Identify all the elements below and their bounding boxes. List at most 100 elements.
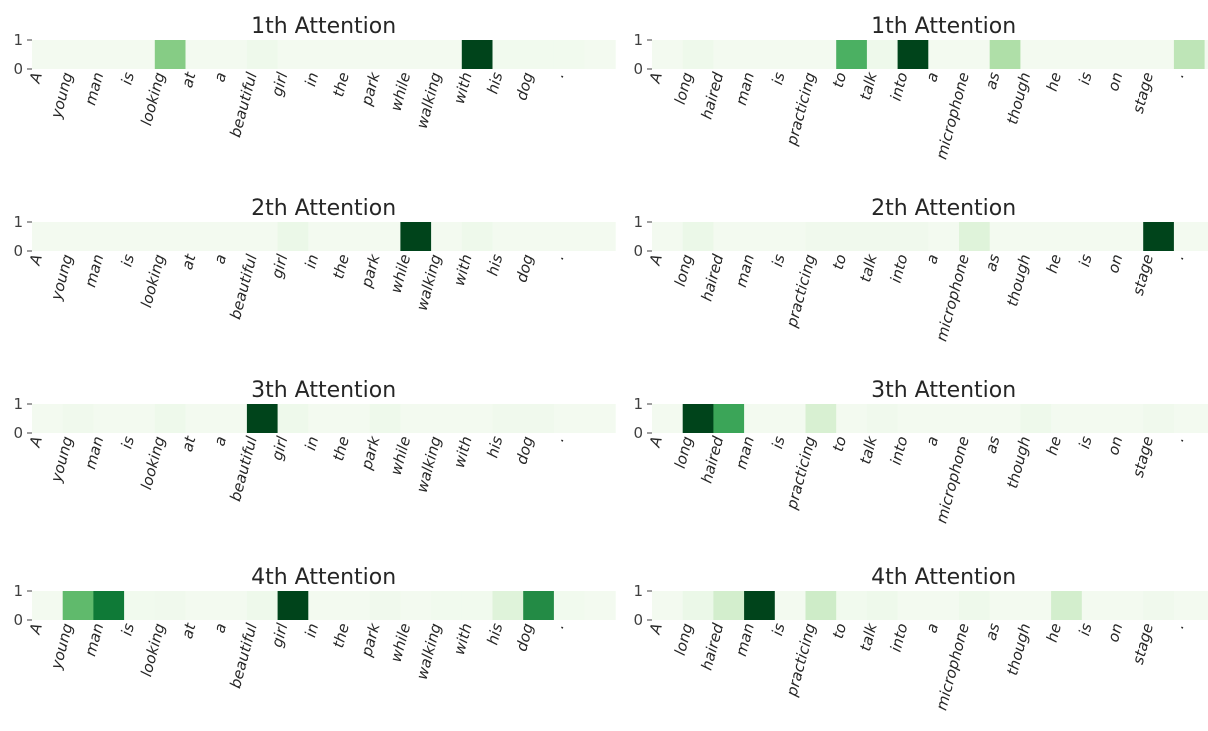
x-tick-label: A: [646, 252, 666, 268]
heatmap-cell: [866, 591, 898, 620]
heatmap-cell: [400, 404, 432, 433]
heatmap-cell: [553, 404, 585, 433]
heatmap-cell: [369, 222, 401, 251]
heatmap-cell: [246, 404, 278, 433]
heatmap-cell: [216, 404, 248, 433]
heatmap-cell: [431, 40, 463, 69]
heatmap-cell: [185, 222, 217, 251]
x-tick-label: long: [671, 252, 697, 288]
x-tick-label: is: [117, 621, 138, 637]
x-tick-label: a: [210, 252, 230, 266]
heatmap-cell: [744, 591, 776, 620]
heatmap-cell: [1173, 404, 1205, 433]
heatmap-cell: [805, 40, 837, 69]
heatmap-cell: [246, 40, 278, 69]
heatmap-cell: [246, 591, 278, 620]
heatmap-cell: [553, 591, 585, 620]
heatmap-cell: [836, 40, 868, 69]
heatmap-cell: [62, 40, 94, 69]
x-tick-label: walking: [413, 252, 445, 312]
x-tick-label: at: [178, 69, 200, 89]
x-tick-label: looking: [137, 252, 168, 309]
heatmap-cell: [744, 40, 776, 69]
heatmap-cell: [461, 40, 493, 69]
y-tick-label: 0: [633, 60, 643, 78]
heatmap-cell: [584, 222, 616, 251]
x-tick-label: a: [922, 621, 942, 635]
heatmap-cell: [682, 222, 714, 251]
panel-title: 4th Attention: [871, 565, 1016, 590]
heatmap-cell: [124, 404, 156, 433]
x-tick-label: though: [1003, 434, 1034, 490]
heatmap-cell: [1173, 222, 1205, 251]
x-tick-label: stage: [1129, 70, 1157, 115]
heatmap-cell: [154, 404, 186, 433]
x-tick-label: beautiful: [226, 621, 261, 691]
heatmap-cell: [774, 591, 806, 620]
y-tick-label: 1: [633, 31, 643, 49]
heatmap-cell: [1112, 404, 1144, 433]
x-tick-label: is: [1075, 621, 1096, 637]
x-tick-label: A: [26, 252, 46, 268]
x-tick-label: to: [829, 70, 850, 89]
heatmap-cell: [959, 591, 991, 620]
x-tick-label: as: [982, 434, 1004, 455]
heatmap-cell: [93, 222, 125, 251]
heatmap-cell: [1112, 591, 1144, 620]
heatmap-cell: [461, 222, 493, 251]
heatmap-cell: [32, 40, 64, 69]
x-tick-label: young: [47, 621, 77, 672]
heatmap-cell: [584, 404, 616, 433]
x-tick-label: stage: [1129, 621, 1157, 666]
heatmap-cell: [1020, 222, 1052, 251]
x-tick-label: a: [922, 252, 942, 266]
x-tick-label: girl: [268, 621, 292, 650]
heatmap-cell: [154, 591, 186, 620]
x-tick-label: park: [357, 620, 384, 659]
x-tick-label: .: [1169, 70, 1188, 79]
heatmap-cell: [1051, 591, 1083, 620]
heatmap-cell: [369, 591, 401, 620]
x-tick-label: to: [829, 621, 850, 640]
x-tick-label: long: [671, 434, 697, 470]
x-tick-label: while: [387, 621, 415, 664]
heatmap-cell: [652, 404, 684, 433]
heatmap-cell: [62, 222, 94, 251]
x-tick-label: practicing: [782, 621, 819, 699]
heatmap-cell: [989, 222, 1021, 251]
heatmap-cell: [523, 404, 555, 433]
y-tick-label: 0: [633, 611, 643, 629]
y-tick-label: 1: [13, 395, 23, 413]
x-tick-label: into: [887, 252, 912, 284]
panel-title: 2th Attention: [871, 196, 1016, 221]
panel-title: 3th Attention: [251, 378, 396, 403]
heatmap-cell: [277, 40, 309, 69]
heatmap-cell: [216, 222, 248, 251]
heatmap-cell: [959, 40, 991, 69]
x-tick-label: young: [47, 434, 77, 485]
heatmap-cell: [989, 591, 1021, 620]
heatmap-cell: [774, 40, 806, 69]
x-tick-label: a: [210, 434, 230, 448]
x-tick-label: practicing: [782, 252, 819, 330]
heatmap-cell: [1081, 404, 1113, 433]
x-tick-label: on: [1104, 621, 1126, 644]
x-tick-label: he: [1043, 70, 1065, 93]
heatmap-cell: [400, 40, 432, 69]
x-tick-label: man: [81, 621, 107, 658]
x-tick-label: is: [117, 252, 138, 268]
x-tick-label: his: [483, 434, 506, 460]
heatmap-cell: [461, 591, 493, 620]
heatmap-cell: [93, 591, 125, 620]
heatmap-cell: [339, 40, 371, 69]
x-tick-label: haired: [698, 434, 728, 485]
heatmap-cell: [154, 40, 186, 69]
heatmap-cell: [897, 222, 929, 251]
x-tick-label: dog: [512, 252, 537, 284]
heatmap-cell: [1051, 404, 1083, 433]
